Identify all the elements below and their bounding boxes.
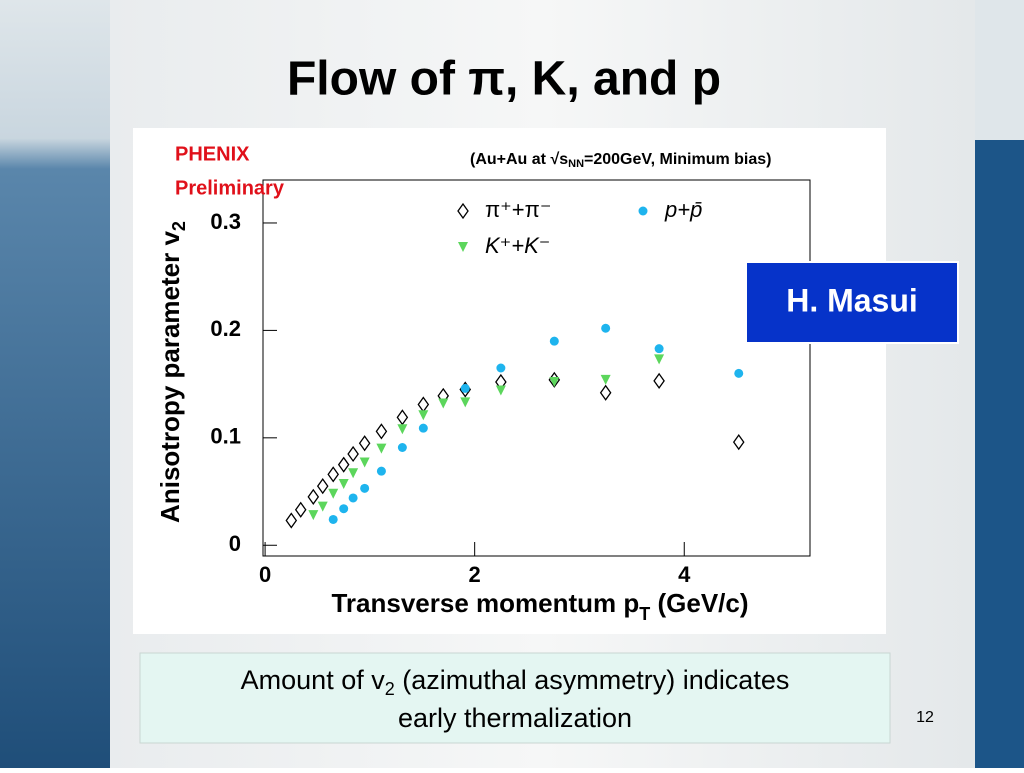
- y-label-part: Anisotropy parameter v: [155, 231, 185, 523]
- caption-line: Amount of v2 (azimuthal asymmetry) indic…: [241, 665, 790, 699]
- annotation: Preliminary: [175, 177, 285, 199]
- point: [599, 384, 612, 401]
- x-label-sub: T: [639, 604, 650, 624]
- chart-panel: [133, 128, 886, 634]
- point: [359, 457, 370, 468]
- point: [338, 479, 349, 490]
- caption-part: (azimuthal asymmetry) indicates: [395, 665, 790, 695]
- legend-label: π⁺+π⁻: [485, 197, 551, 222]
- point: [348, 493, 358, 503]
- point: [307, 488, 320, 506]
- caption-part: Amount of v: [241, 665, 386, 695]
- page-number: 12: [916, 709, 934, 726]
- point: [376, 466, 386, 476]
- point: [337, 456, 350, 473]
- point: [397, 424, 408, 435]
- point: [460, 397, 471, 408]
- y-tick-label: 0.2: [210, 316, 241, 341]
- legend-label: K⁺+K⁻: [485, 233, 550, 258]
- point: [496, 363, 506, 373]
- y-axis-label: Anisotropy parameter v2: [155, 221, 189, 523]
- author: H. Masui: [786, 282, 918, 318]
- point: [654, 344, 664, 354]
- point: [339, 504, 349, 514]
- chart-subtitle: (Au+Au at √sNN=200GeV, Minimum bias): [470, 151, 772, 170]
- author-box: [745, 261, 959, 344]
- point: [294, 501, 307, 518]
- point: [360, 483, 370, 493]
- y-label-sub: 2: [169, 221, 189, 231]
- point: [438, 398, 449, 409]
- caption-line: early thermalization: [398, 703, 632, 733]
- point: [328, 514, 338, 524]
- slide-title: Flow of π, K, and p: [287, 53, 721, 106]
- legend-marker: [458, 242, 468, 252]
- point: [418, 410, 429, 421]
- point: [317, 501, 328, 512]
- point: [327, 466, 340, 483]
- legend-label: p+p̄: [664, 197, 702, 222]
- point: [348, 468, 359, 479]
- point: [285, 512, 298, 529]
- point: [316, 478, 329, 495]
- subtitle-sub: NN: [568, 158, 584, 170]
- point: [397, 442, 407, 452]
- y-tick-label: 0.3: [210, 209, 241, 234]
- point: [418, 423, 428, 433]
- plot-frame: [262, 179, 811, 557]
- y-tick-label: 0.1: [210, 424, 241, 449]
- point: [308, 510, 319, 521]
- point: [328, 488, 339, 499]
- point: [600, 374, 611, 385]
- x-tick-label: 2: [469, 562, 481, 587]
- point: [376, 443, 387, 454]
- x-tick-label: 0: [259, 562, 271, 587]
- y-tick-label: 0: [229, 531, 241, 556]
- right-band-top: [975, 0, 1024, 140]
- point: [549, 376, 560, 387]
- x-label-part: (GeV/c): [650, 588, 748, 618]
- annotation: PHENIX: [175, 143, 250, 165]
- x-tick-label: 4: [678, 562, 691, 587]
- x-axis-label: Transverse momentum pT (GeV/c): [331, 588, 748, 624]
- point: [347, 445, 359, 463]
- legend-marker: [638, 206, 648, 216]
- point: [460, 383, 470, 393]
- x-label-part: Transverse momentum p: [331, 588, 639, 618]
- point: [549, 336, 559, 346]
- point: [495, 385, 506, 396]
- point: [358, 435, 371, 452]
- subtitle-part: (Au+Au at √s: [470, 151, 568, 168]
- point: [734, 368, 744, 378]
- caption-box: [139, 652, 891, 744]
- point: [601, 323, 611, 333]
- point: [654, 354, 665, 365]
- point: [653, 372, 665, 390]
- point: [732, 434, 745, 451]
- legend-marker: [457, 202, 469, 220]
- subtitle-part: =200GeV, Minimum bias): [584, 151, 771, 168]
- caption-sub: 2: [385, 679, 395, 699]
- point: [375, 423, 388, 440]
